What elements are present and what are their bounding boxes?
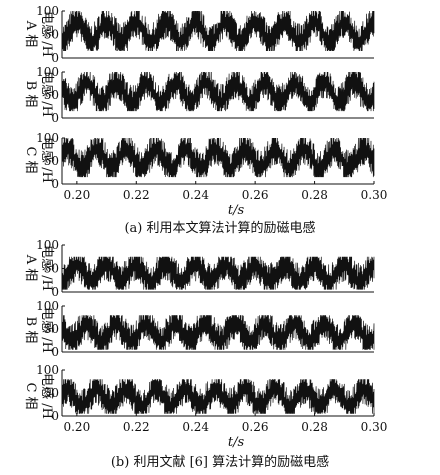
- y-tick-label: 50: [44, 386, 59, 400]
- y-tick-label: 50: [44, 322, 59, 336]
- ylabel-b-C-line2: 电感 /H: [39, 373, 55, 419]
- y-tick-label: 50: [44, 28, 59, 42]
- x-tick-label: 0.20: [63, 188, 90, 202]
- subplot-3: 0 50 100: [36, 238, 375, 299]
- y-tick-label: 0: [51, 285, 59, 299]
- caption-a: (a) 利用本文算法计算的励磁电感: [124, 220, 315, 236]
- xlabel-b: t/s: [228, 435, 245, 450]
- x-tick-label: 0.26: [242, 188, 269, 202]
- series-line: [61, 10, 375, 52]
- ylabel-a-C-line1: C 相: [23, 146, 38, 173]
- x-tick-label: 0.22: [123, 420, 150, 434]
- y-tick-label: 50: [44, 154, 59, 168]
- y-tick-label: 100: [36, 131, 59, 145]
- x-tick-label: 0.30: [361, 188, 388, 202]
- subplot-5: 0 50 100 0.20 0.22 0.24 0.26 0.28 0.30: [36, 363, 387, 434]
- y-tick-label: 0: [51, 111, 59, 125]
- x-tick-label: 0.26: [242, 420, 269, 434]
- y-tick-label: 50: [44, 262, 59, 276]
- x-tick-label: 0.20: [63, 420, 90, 434]
- y-tick-label: 0: [51, 51, 59, 65]
- ylabel-b-A-line2: 电感 /H: [39, 245, 55, 291]
- x-tick-label: 0.24: [182, 188, 209, 202]
- series-line: [61, 256, 375, 290]
- y-tick-label: 100: [36, 238, 59, 252]
- y-tick-label: 50: [44, 88, 59, 102]
- series-line: [61, 137, 375, 178]
- x-tick-label: 0.28: [301, 420, 328, 434]
- ylabel-a-B-line2: 电感 /H: [39, 71, 55, 117]
- ylabel-a-A-line2: 电感 /H: [39, 11, 55, 57]
- y-tick-label: 100: [36, 363, 59, 377]
- x-tick-label: 0.22: [123, 188, 150, 202]
- y-tick-label: 100: [36, 65, 59, 79]
- y-tick-label: 0: [51, 409, 59, 423]
- y-tick-label: 100: [36, 4, 59, 18]
- subplot-4: 0 50 100: [36, 299, 375, 359]
- x-tick-label: 0.30: [361, 420, 388, 434]
- subplot-2: 0 50 100 0.20 0.22 0.24 0.26 0.28 0.30: [36, 131, 387, 202]
- ylabel-b-C-line1: C 相: [23, 382, 38, 409]
- subplot-1: 0 50 100: [36, 65, 375, 125]
- subplot-0: 0 50 100: [36, 4, 375, 65]
- xlabel-a: t/s: [228, 203, 245, 218]
- series-line: [61, 71, 375, 112]
- x-tick-label: 0.28: [301, 188, 328, 202]
- ylabel-a-C-line2: 电感 /H: [39, 137, 55, 183]
- x-tick-label: 0.24: [182, 420, 209, 434]
- ylabel-a-B-line1: B 相: [23, 81, 38, 108]
- ylabel-a-A: A 相: [23, 20, 38, 48]
- ylabel-b-A-line1: A 相: [23, 254, 38, 282]
- series-line: [61, 379, 375, 414]
- panel-a: A 相 电感 /H B 相 电感 /H C 相 电感 /H t/s (a) 利用…: [23, 11, 316, 236]
- y-tick-label: 0: [51, 345, 59, 359]
- ylabel-a-A-line1: A 相: [23, 20, 38, 48]
- panel-b: A 相 电感 /H B 相 电感 /H C 相 电感 /H t/s (b) 利用…: [23, 245, 329, 470]
- y-tick-label: 100: [36, 299, 59, 313]
- ylabel-b-B-line2: 电感 /H: [39, 307, 55, 353]
- series-line: [61, 315, 375, 350]
- ylabel-b-B-line1: B 相: [23, 317, 38, 344]
- y-tick-label: 0: [51, 177, 59, 191]
- caption-b: (b) 利用文献 [6] 算法计算的励磁电感: [111, 454, 329, 470]
